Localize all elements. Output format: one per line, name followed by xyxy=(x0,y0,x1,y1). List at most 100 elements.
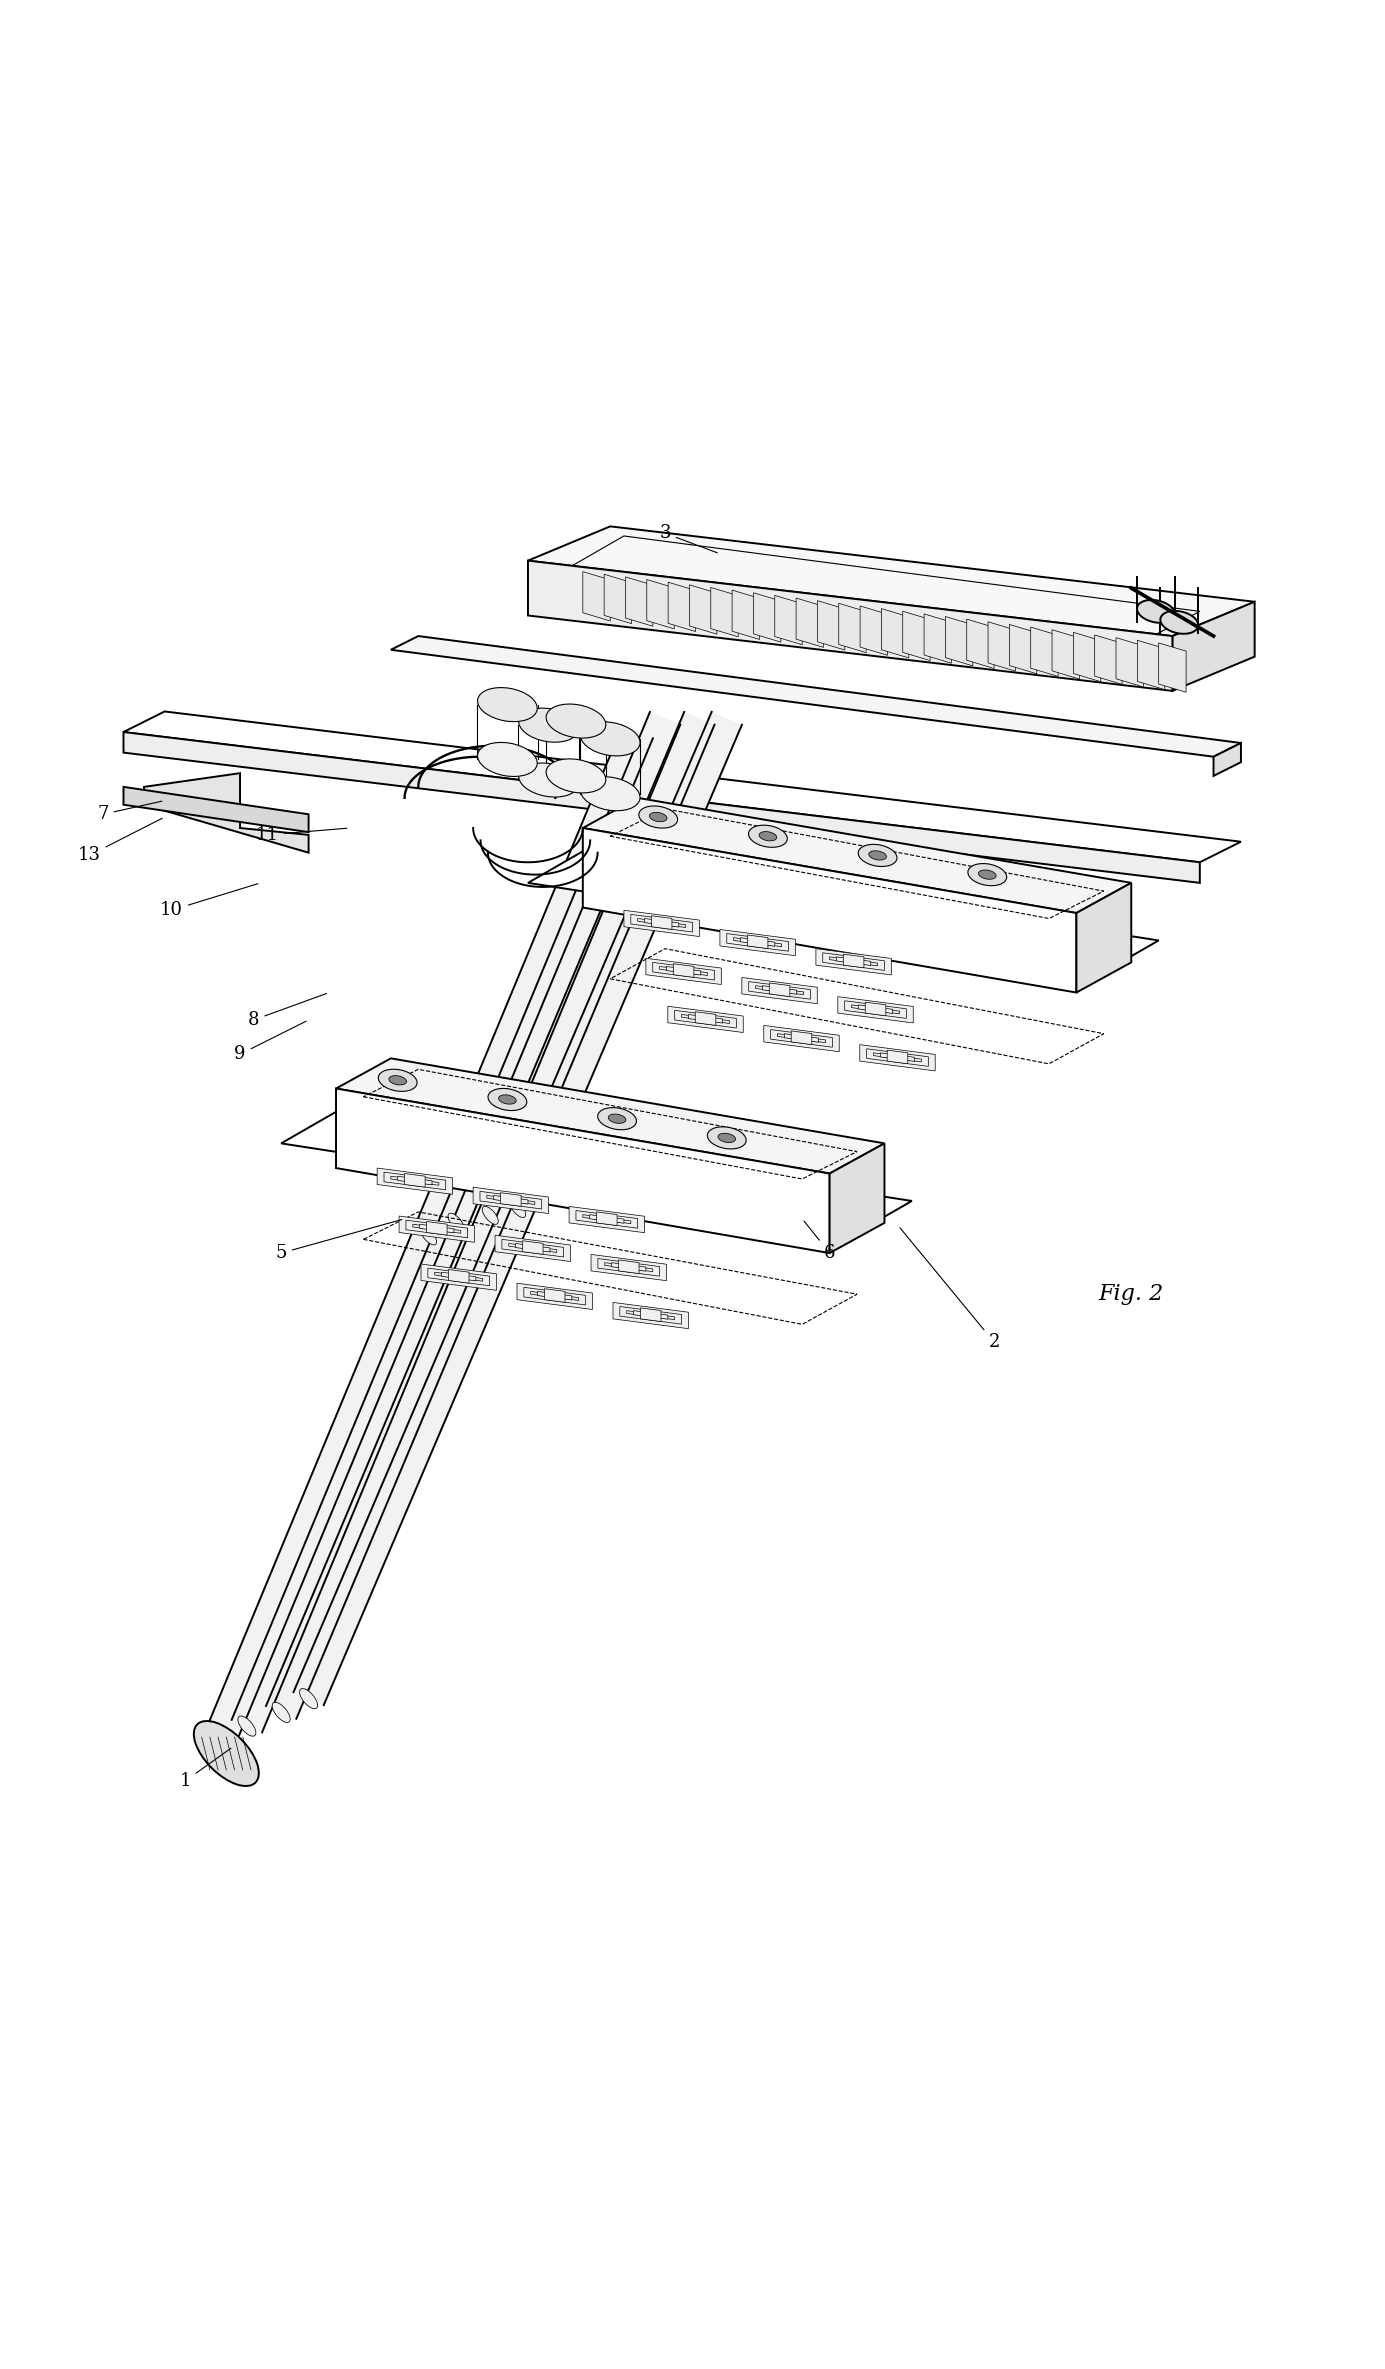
Polygon shape xyxy=(866,1002,886,1016)
Polygon shape xyxy=(1116,637,1144,687)
Text: 11: 11 xyxy=(256,827,348,843)
Polygon shape xyxy=(544,1289,565,1303)
Polygon shape xyxy=(647,580,674,628)
Polygon shape xyxy=(583,1215,630,1225)
Ellipse shape xyxy=(519,708,579,741)
Polygon shape xyxy=(843,955,864,969)
Text: 10: 10 xyxy=(161,884,258,919)
Text: 6: 6 xyxy=(803,1220,835,1263)
Polygon shape xyxy=(753,592,781,642)
Polygon shape xyxy=(867,1049,928,1066)
Text: 3: 3 xyxy=(659,524,717,552)
Polygon shape xyxy=(619,1260,638,1275)
Polygon shape xyxy=(474,1187,548,1213)
Polygon shape xyxy=(517,1284,593,1310)
Polygon shape xyxy=(583,571,611,621)
Ellipse shape xyxy=(499,1094,517,1104)
Polygon shape xyxy=(515,1244,550,1253)
Polygon shape xyxy=(583,829,1076,993)
Polygon shape xyxy=(651,917,672,929)
Polygon shape xyxy=(733,590,759,640)
Polygon shape xyxy=(626,578,652,625)
Polygon shape xyxy=(123,732,1199,884)
Polygon shape xyxy=(695,1012,716,1026)
Polygon shape xyxy=(442,1272,476,1282)
Polygon shape xyxy=(633,1310,668,1320)
Polygon shape xyxy=(688,1014,723,1023)
Polygon shape xyxy=(421,1265,496,1291)
Polygon shape xyxy=(791,1031,812,1045)
Polygon shape xyxy=(967,618,994,668)
Polygon shape xyxy=(537,1291,572,1301)
Polygon shape xyxy=(144,772,309,853)
Text: 13: 13 xyxy=(78,817,162,865)
Polygon shape xyxy=(377,1168,453,1194)
Ellipse shape xyxy=(650,813,668,822)
Polygon shape xyxy=(488,1196,535,1203)
Polygon shape xyxy=(123,787,309,832)
Ellipse shape xyxy=(510,1199,526,1218)
Polygon shape xyxy=(481,1192,542,1208)
Polygon shape xyxy=(837,957,871,967)
Polygon shape xyxy=(1053,630,1079,680)
Polygon shape xyxy=(674,1009,737,1028)
Polygon shape xyxy=(668,1007,744,1033)
Polygon shape xyxy=(528,561,1172,692)
Polygon shape xyxy=(774,595,802,644)
Polygon shape xyxy=(659,967,708,976)
Ellipse shape xyxy=(598,1109,637,1130)
Polygon shape xyxy=(294,711,742,1706)
Polygon shape xyxy=(337,1059,885,1173)
Polygon shape xyxy=(1094,635,1122,685)
Polygon shape xyxy=(1030,628,1058,678)
Ellipse shape xyxy=(546,758,605,794)
Polygon shape xyxy=(524,1286,586,1305)
Polygon shape xyxy=(605,1263,652,1272)
Ellipse shape xyxy=(478,687,537,723)
Polygon shape xyxy=(645,959,722,986)
Ellipse shape xyxy=(389,1076,407,1085)
Polygon shape xyxy=(881,1052,914,1061)
Polygon shape xyxy=(597,1213,618,1225)
Polygon shape xyxy=(749,981,810,1000)
Polygon shape xyxy=(673,964,694,978)
Ellipse shape xyxy=(748,824,787,848)
Ellipse shape xyxy=(194,1720,259,1786)
Polygon shape xyxy=(769,983,789,997)
Text: 5: 5 xyxy=(276,1220,402,1263)
Polygon shape xyxy=(711,588,738,637)
Polygon shape xyxy=(720,929,795,955)
Polygon shape xyxy=(903,611,931,661)
Polygon shape xyxy=(590,1215,625,1222)
Polygon shape xyxy=(614,1303,688,1329)
Polygon shape xyxy=(830,957,878,967)
Polygon shape xyxy=(625,910,699,936)
Polygon shape xyxy=(1010,625,1037,673)
Polygon shape xyxy=(770,1031,832,1047)
Ellipse shape xyxy=(968,865,1007,886)
Polygon shape xyxy=(1159,642,1186,692)
Ellipse shape xyxy=(273,1703,291,1722)
Polygon shape xyxy=(860,1045,935,1071)
Ellipse shape xyxy=(708,1128,747,1149)
Polygon shape xyxy=(604,573,632,623)
Polygon shape xyxy=(530,1291,579,1301)
Polygon shape xyxy=(630,914,692,931)
Ellipse shape xyxy=(299,1689,317,1708)
Polygon shape xyxy=(666,967,701,976)
Polygon shape xyxy=(668,583,695,633)
Polygon shape xyxy=(644,919,679,926)
Polygon shape xyxy=(784,1033,819,1042)
Polygon shape xyxy=(522,1241,543,1253)
Ellipse shape xyxy=(478,741,537,777)
Ellipse shape xyxy=(608,1113,626,1123)
Polygon shape xyxy=(839,604,866,654)
Ellipse shape xyxy=(580,723,640,756)
Text: 1: 1 xyxy=(180,1748,231,1791)
Polygon shape xyxy=(741,938,774,945)
Polygon shape xyxy=(637,919,686,929)
Polygon shape xyxy=(988,621,1015,670)
Polygon shape xyxy=(528,526,1255,635)
Ellipse shape xyxy=(638,805,677,829)
Polygon shape xyxy=(231,713,680,1732)
